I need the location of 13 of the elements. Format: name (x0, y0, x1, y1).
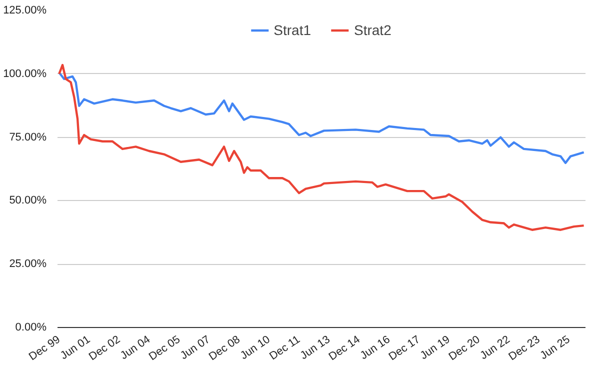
legend-label: Strat2 (354, 22, 392, 38)
x-tick-label: Dec 99 (26, 334, 62, 364)
y-tick-label: 100.00% (3, 68, 47, 80)
legend-label: Strat1 (274, 22, 311, 38)
x-tick-label: Dec 08 (206, 334, 242, 364)
y-tick-label: 75.00% (9, 131, 47, 144)
line-series (58, 64, 585, 231)
x-tick-label: Jun 25 (538, 334, 572, 362)
y-tick-label: 25.00% (9, 258, 47, 270)
y-tick-label: 0.00% (15, 322, 47, 334)
line-series (58, 72, 585, 164)
y-tick-label: 125.00% (3, 4, 47, 16)
y-tick-label: 50.00% (9, 194, 47, 207)
